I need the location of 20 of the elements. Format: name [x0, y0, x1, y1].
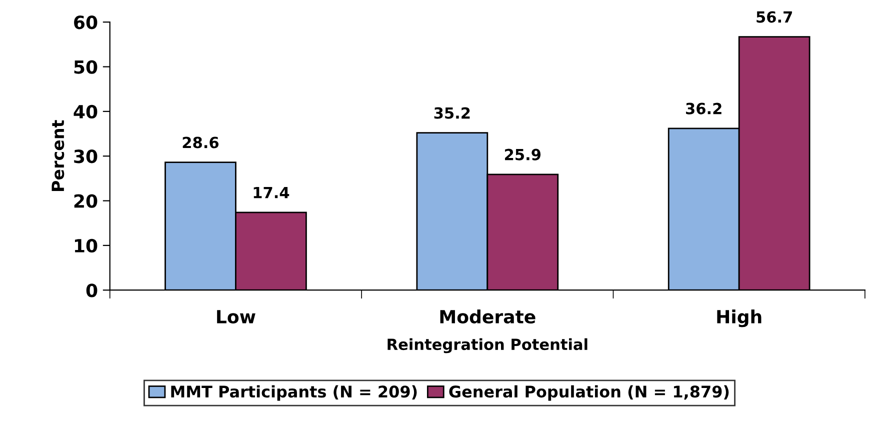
data-label: 35.2 — [434, 107, 470, 119]
x-tick-label: High — [717, 310, 762, 328]
y-tick-label: 60 — [74, 16, 98, 30]
x-tick-label: Moderate — [440, 310, 536, 324]
y-tick-label: 50 — [74, 60, 98, 74]
data-label: 36.2 — [686, 102, 722, 114]
y-tick-label: 10 — [74, 238, 98, 253]
y-tick-label: 40 — [74, 104, 98, 119]
data-label: 56.7 — [756, 11, 792, 23]
y-tick-label: 0 — [86, 284, 98, 298]
data-label: 25.9 — [505, 148, 541, 160]
legend-label: General Population (N = 1,879) — [449, 385, 729, 401]
legend-label: MMT Participants (N = 209) — [171, 385, 417, 401]
x-tick-label: Low — [217, 310, 256, 324]
data-label: 17.4 — [254, 186, 290, 198]
y-tick-label: 30 — [74, 150, 98, 164]
y-axis-title: Percent — [52, 120, 64, 191]
data-label: 28.6 — [182, 136, 219, 148]
x-axis-title: Reintegration Potential — [388, 338, 588, 354]
y-tick-label: 20 — [74, 194, 98, 208]
